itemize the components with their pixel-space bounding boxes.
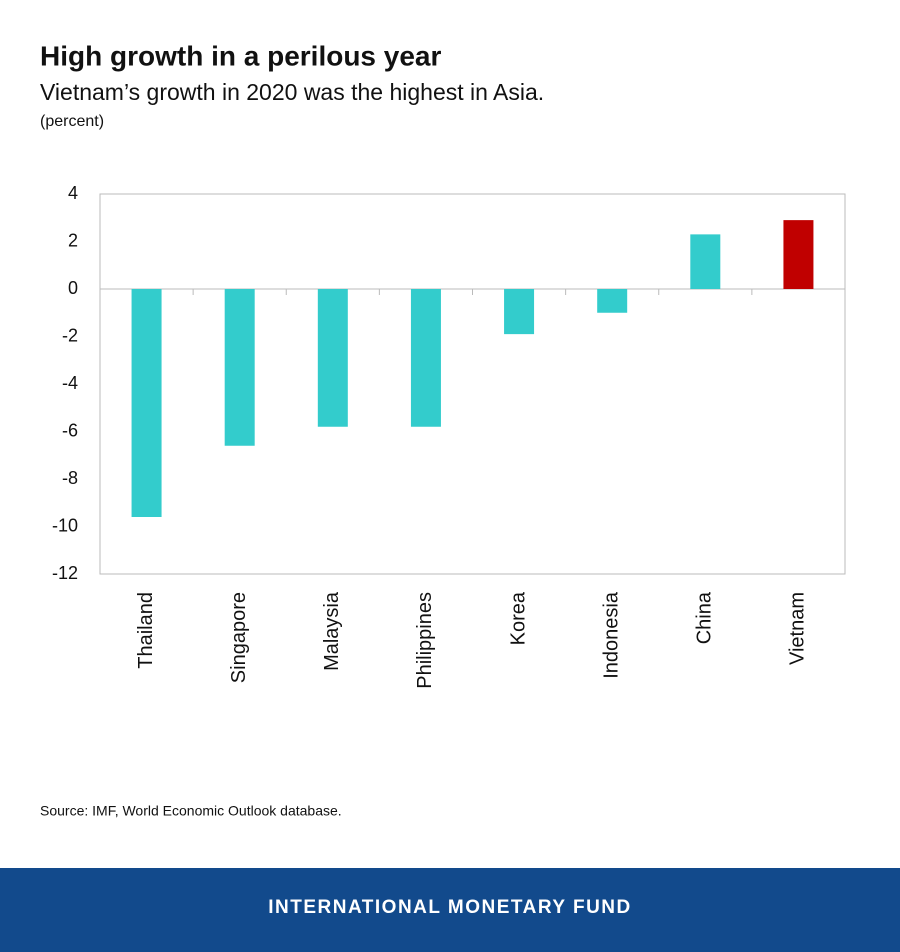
bar: [224, 289, 255, 446]
bar: [597, 289, 628, 313]
bar: [317, 289, 348, 427]
y-tick-label: -2: [62, 325, 78, 345]
x-tick-label: Indonesia: [600, 591, 622, 679]
chart-title: High growth in a perilous year: [40, 40, 441, 71]
y-tick-label: -6: [62, 420, 78, 440]
source: Source: IMF, World Economic Outlook data…: [40, 803, 342, 819]
plot-frame: [99, 193, 846, 575]
y-tick-label: -10: [52, 515, 78, 535]
x-tick-label: Malaysia: [321, 591, 343, 671]
bar: [504, 289, 535, 335]
bar: [783, 220, 814, 289]
y-tick-label: -12: [52, 563, 78, 583]
y-tick-label: 2: [68, 230, 78, 250]
x-tick-label: Philippines: [414, 592, 436, 689]
x-tick-label: Korea: [507, 591, 529, 645]
x-tick-label: Thailand: [135, 592, 157, 669]
bar: [131, 289, 162, 517]
y-tick-label: -4: [62, 373, 78, 393]
bar: [410, 289, 441, 427]
unit-label: (percent): [40, 113, 104, 130]
y-tick-label: 0: [68, 278, 78, 298]
y-tick-label: 4: [68, 183, 78, 203]
footer-band: [0, 868, 900, 952]
x-tick-label: Vietnam: [787, 592, 809, 665]
bar: [690, 234, 721, 289]
chart-subtitle: Vietnam’s growth in 2020 was the highest…: [40, 79, 544, 105]
footer-text: INTERNATIONAL MONETARY FUND: [268, 897, 632, 918]
y-tick-label: -8: [62, 468, 78, 488]
x-tick-label: China: [694, 591, 716, 644]
x-tick-label: Singapore: [228, 592, 250, 683]
